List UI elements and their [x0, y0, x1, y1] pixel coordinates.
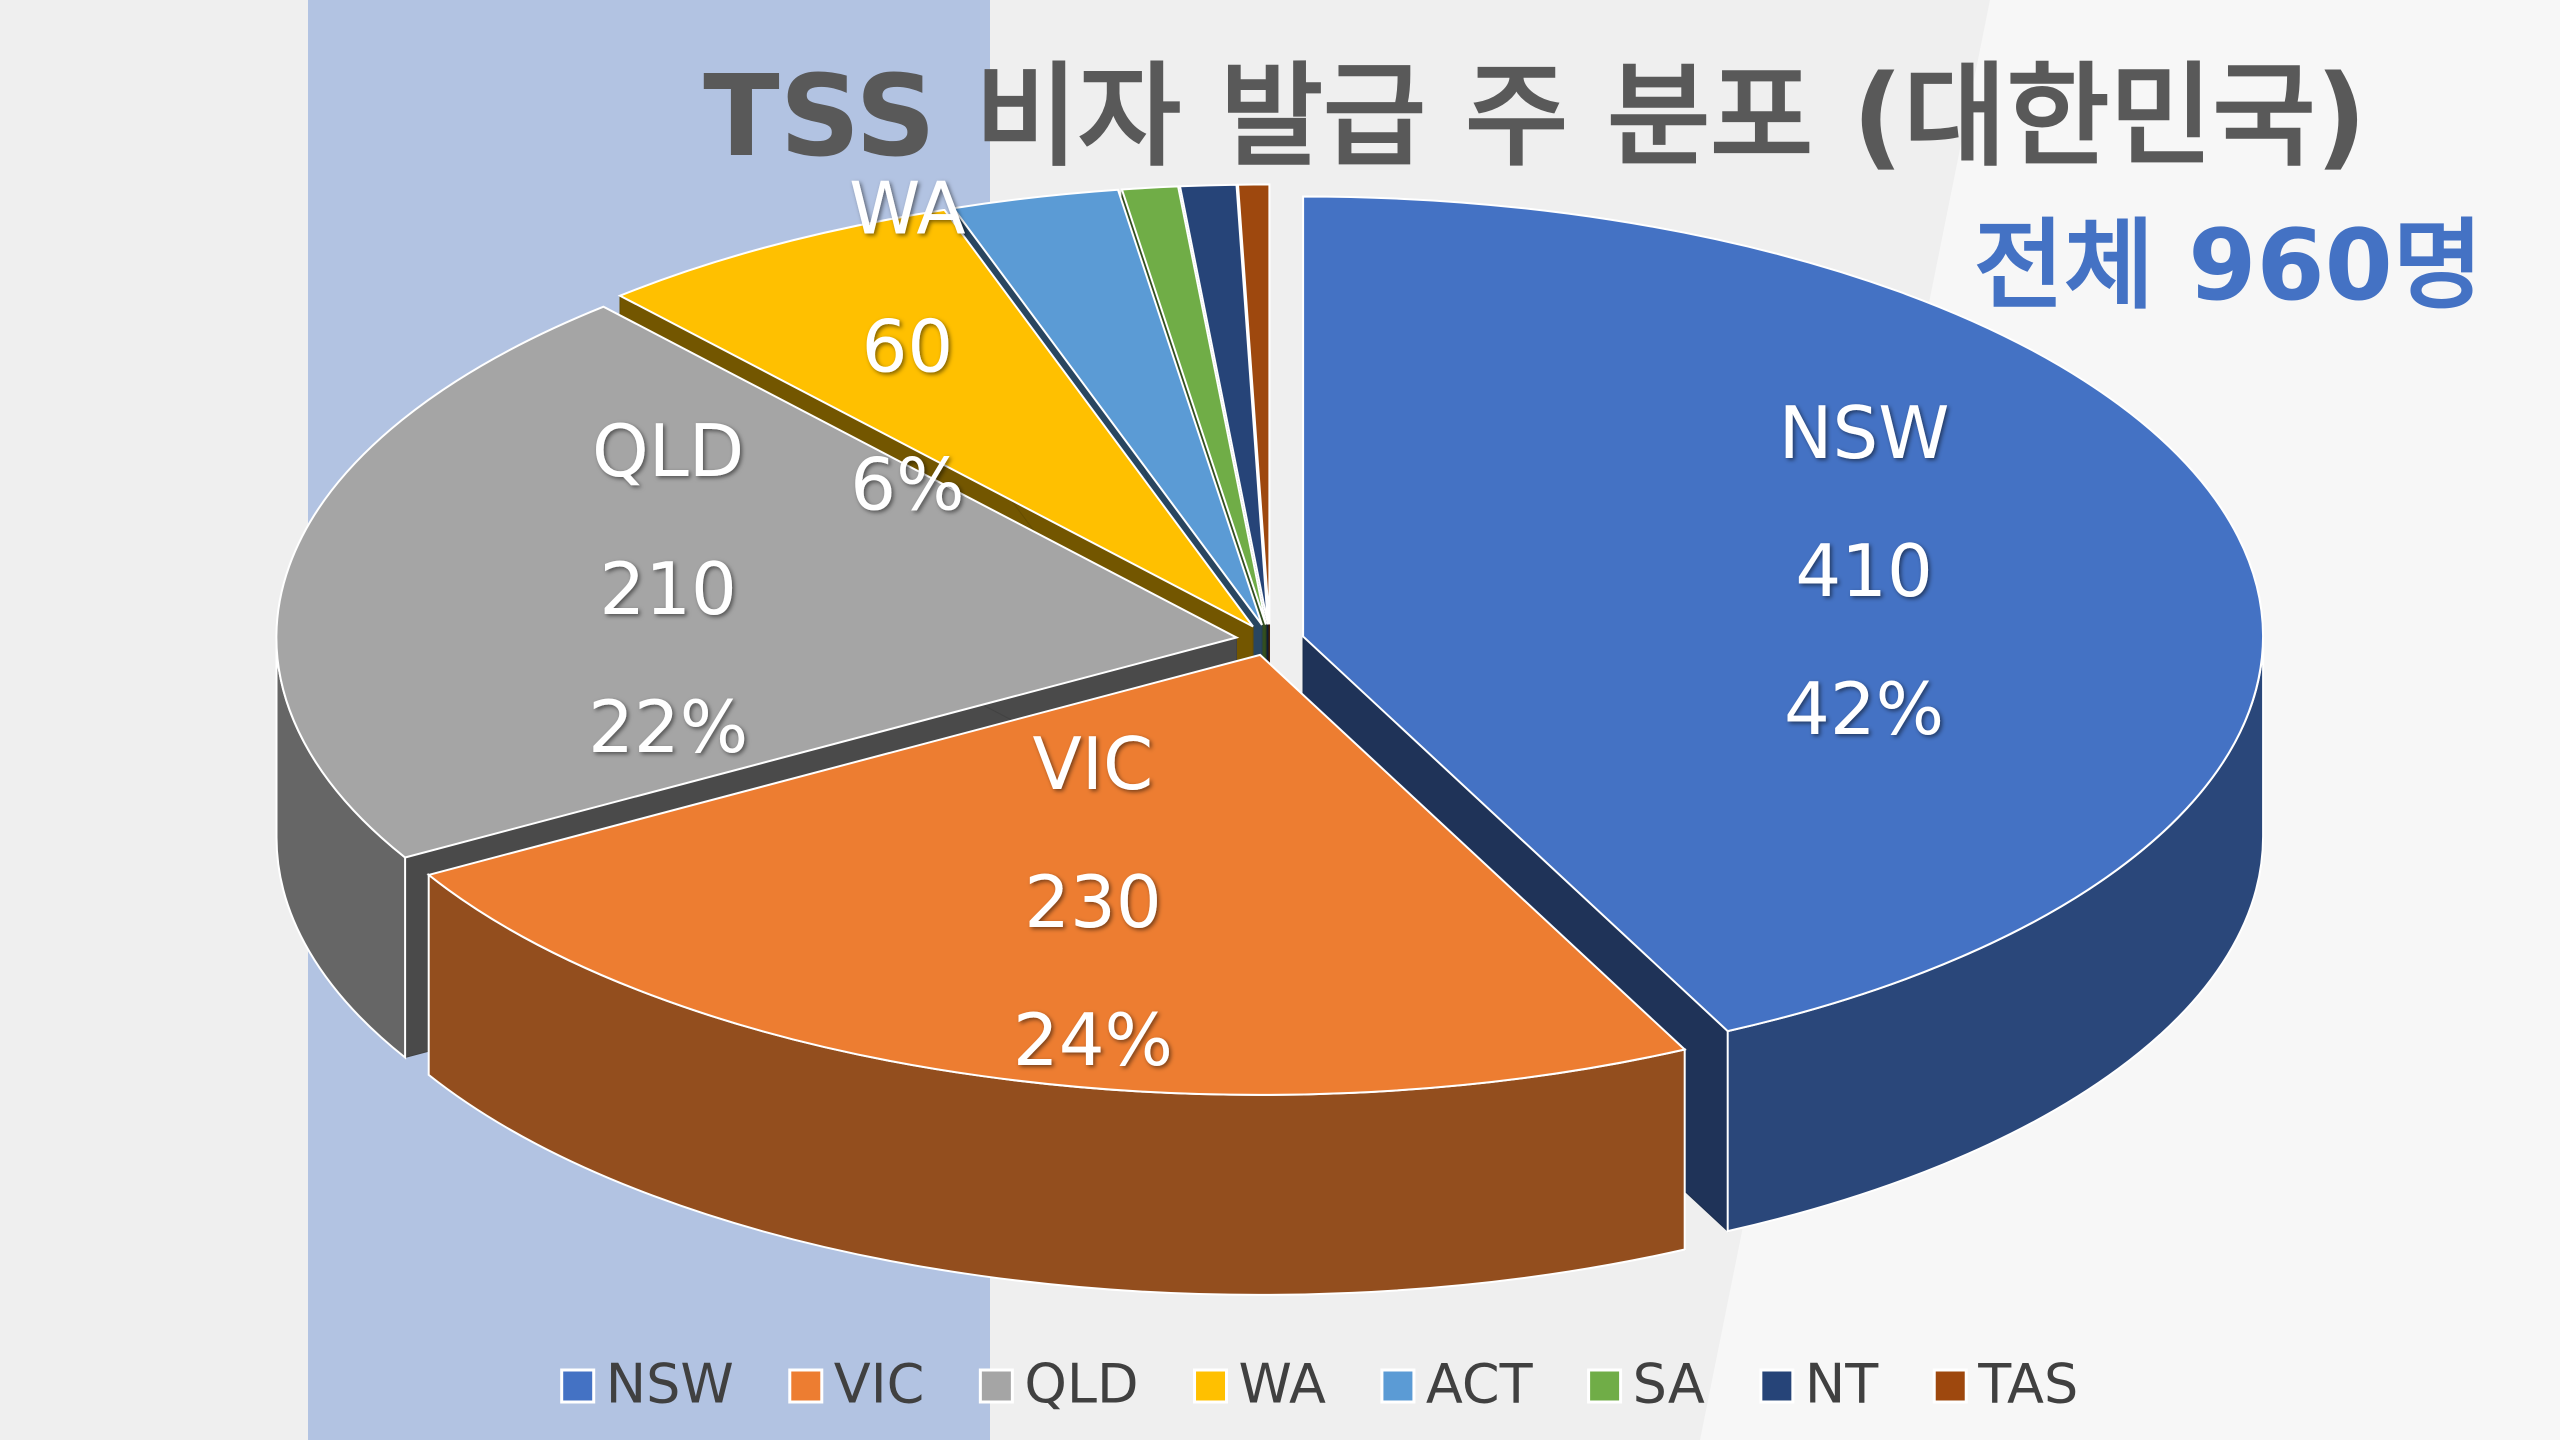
- legend-label: WA: [1239, 1353, 1326, 1416]
- pie-slice: [1236, 183, 1271, 625]
- slice-percent-label: 24%: [1013, 998, 1173, 1082]
- slice-category-label: VIC: [1033, 722, 1154, 806]
- pie-slice: [426, 653, 1687, 1096]
- slice-category-label: WA: [849, 167, 966, 251]
- slice-category-label: QLD: [592, 409, 744, 493]
- legend-label: VIC: [834, 1353, 925, 1416]
- chart-subtitle: 전체 960명: [1974, 209, 2483, 323]
- legend-swatch: [1759, 1368, 1795, 1404]
- slice-value-label: 230: [1024, 860, 1161, 944]
- slice-category-label: NSW: [1779, 391, 1950, 475]
- legend-swatch: [1193, 1368, 1229, 1404]
- legend-label: ACT: [1426, 1353, 1534, 1416]
- slice-value-label: 210: [599, 547, 736, 631]
- legend-swatch: [978, 1368, 1014, 1404]
- legend-swatch: [560, 1368, 596, 1404]
- pie-slice: [275, 305, 1240, 859]
- legend-swatch: [788, 1368, 824, 1404]
- legend-label: TAS: [1977, 1353, 2078, 1416]
- legend: NSW VIC QLD WA ACT SA NT TAS: [560, 1353, 2078, 1416]
- slice-value-label: 410: [1795, 529, 1932, 613]
- pie-slice: [617, 208, 1254, 628]
- legend-label: NSW: [606, 1353, 734, 1416]
- chart-title: TSS 비자 발급 주 분포 (대한민국): [703, 52, 2366, 182]
- legend-label: QLD: [1024, 1353, 1138, 1416]
- legend-label: SA: [1633, 1353, 1705, 1416]
- legend-swatch: [1932, 1368, 1968, 1404]
- plot: NSW 410 42% VIC 230 24% QLD 210 22% WA 60 6%: [275, 167, 2265, 1296]
- pie-slice: [1302, 195, 2264, 1033]
- slice-percent-label: 42%: [1784, 667, 1944, 751]
- legend-swatch: [1380, 1368, 1416, 1404]
- pie-slice: [1120, 185, 1267, 625]
- legend-swatch: [1587, 1368, 1623, 1404]
- pie-slice: [1178, 183, 1269, 625]
- slice-percent-label: 22%: [588, 685, 748, 769]
- pie-slice: [951, 188, 1263, 626]
- legend-label: NT: [1805, 1353, 1879, 1416]
- slice-value-label: 60: [862, 305, 954, 389]
- slice-percent-label: 6%: [850, 443, 964, 527]
